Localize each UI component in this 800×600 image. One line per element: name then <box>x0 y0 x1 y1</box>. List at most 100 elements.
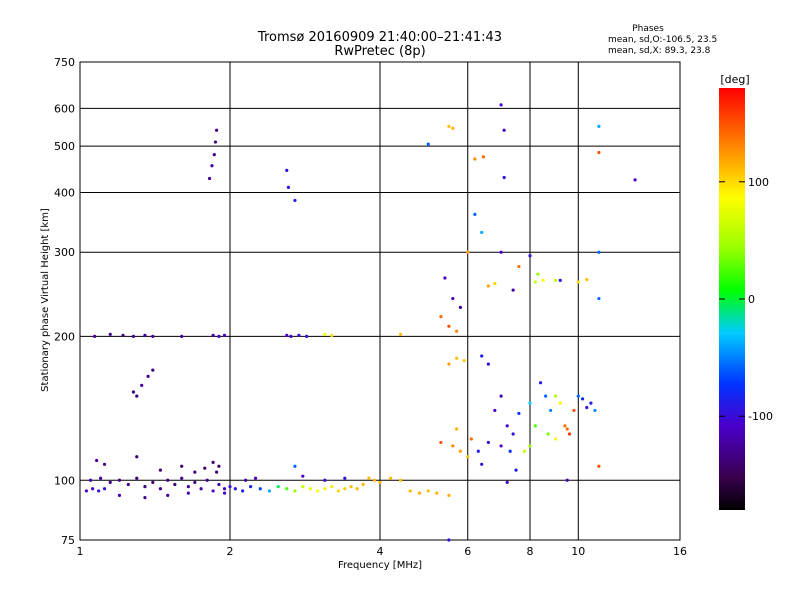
phase-point <box>466 455 470 459</box>
phase-point <box>173 482 177 487</box>
phase-point <box>541 278 545 282</box>
phase-point <box>95 458 99 463</box>
x-axis-label: Frequency [MHz] <box>338 560 422 571</box>
phase-point <box>131 390 136 394</box>
phase-point <box>536 272 540 276</box>
phase-point <box>143 485 147 489</box>
phase-point <box>458 449 463 453</box>
phase-point <box>528 254 532 258</box>
phase-point <box>193 480 197 484</box>
phase-point <box>517 411 521 416</box>
phase-point <box>217 464 221 468</box>
phase-point <box>91 487 95 491</box>
phase-point <box>267 489 272 493</box>
phase-point <box>361 482 365 487</box>
phase-point <box>565 478 569 482</box>
phase-point <box>215 128 219 132</box>
phase-point <box>211 333 215 337</box>
phase-point <box>447 362 451 366</box>
phase-point <box>215 470 219 474</box>
phase-point <box>146 374 150 378</box>
phase-point <box>486 440 490 445</box>
phase-point <box>121 333 125 337</box>
phase-point <box>476 449 480 453</box>
phase-point <box>473 157 477 161</box>
phase-point <box>505 424 509 428</box>
phase-point <box>480 354 484 358</box>
phase-point <box>343 476 347 480</box>
phase-point <box>522 449 527 453</box>
phase-point <box>249 485 253 489</box>
phase-point <box>447 493 451 497</box>
phase-point <box>102 487 107 491</box>
phase-point <box>514 468 518 472</box>
phase-point <box>135 394 139 398</box>
phase-point <box>323 332 327 336</box>
phase-point <box>285 333 289 337</box>
phase-point <box>481 155 485 159</box>
phase-point <box>417 491 422 495</box>
phase-point <box>511 432 515 436</box>
phase-point <box>131 334 136 338</box>
colorbar-tick-label: 100 <box>748 176 769 189</box>
phase-point <box>486 284 490 288</box>
phase-point <box>84 489 88 493</box>
y-tick-label: 750 <box>54 56 75 69</box>
phase-point <box>151 480 155 484</box>
phase-point <box>593 408 597 413</box>
phase-point <box>102 462 107 466</box>
phase-point <box>533 424 537 428</box>
phase-point <box>241 489 245 493</box>
phase-point <box>499 103 503 107</box>
phase-point <box>439 440 443 445</box>
phase-point <box>276 485 280 489</box>
phase-point <box>108 332 112 336</box>
phase-point <box>301 474 305 478</box>
phase-point <box>93 334 97 338</box>
phase-point <box>228 485 232 489</box>
phase-point <box>117 493 122 497</box>
phase-point <box>286 185 291 189</box>
phase-point <box>502 175 506 180</box>
phase-point <box>597 124 601 128</box>
phase-point <box>544 394 548 398</box>
phase-point <box>499 394 503 398</box>
colorbar-ticks: 100 0 -100 <box>719 176 773 423</box>
phase-point <box>426 489 430 493</box>
y-tick-label: 600 <box>54 102 75 115</box>
phase-point <box>258 487 262 491</box>
phase-point <box>336 489 340 493</box>
phase-point <box>399 332 403 336</box>
phase-point <box>151 334 155 338</box>
phase-point <box>408 489 412 493</box>
phase-point <box>589 401 593 405</box>
phase-point <box>289 334 293 338</box>
phase-point <box>576 280 580 284</box>
phase-point <box>388 476 393 480</box>
phase-point <box>439 315 443 319</box>
phase-point <box>565 427 569 431</box>
phase-point <box>233 487 237 491</box>
phase-point <box>222 487 227 491</box>
chart-title: Tromsø 20160909 21:40:00–21:41:43 <box>257 30 502 45</box>
phase-point <box>217 334 221 338</box>
phase-point <box>455 427 459 431</box>
phase-point <box>88 478 93 482</box>
phase-point <box>443 276 447 280</box>
phase-point <box>528 444 532 448</box>
phase-point <box>143 495 147 500</box>
phase-point <box>399 478 403 482</box>
phase-point <box>316 489 320 493</box>
phase-point <box>473 212 477 216</box>
phase-point <box>222 491 227 495</box>
phase-point <box>143 333 147 337</box>
phase-point <box>186 485 190 489</box>
phase-point <box>469 437 473 441</box>
x-tick-label: 2 <box>227 545 234 558</box>
phase-point <box>517 264 521 269</box>
phase-point <box>462 358 466 363</box>
y-axis-ticks: 75 100 200 300 400 500 600 750 <box>54 56 75 547</box>
y-axis-label: Stationary phase Virtual Height [km] <box>40 208 51 392</box>
y-tick-label: 200 <box>54 330 75 343</box>
